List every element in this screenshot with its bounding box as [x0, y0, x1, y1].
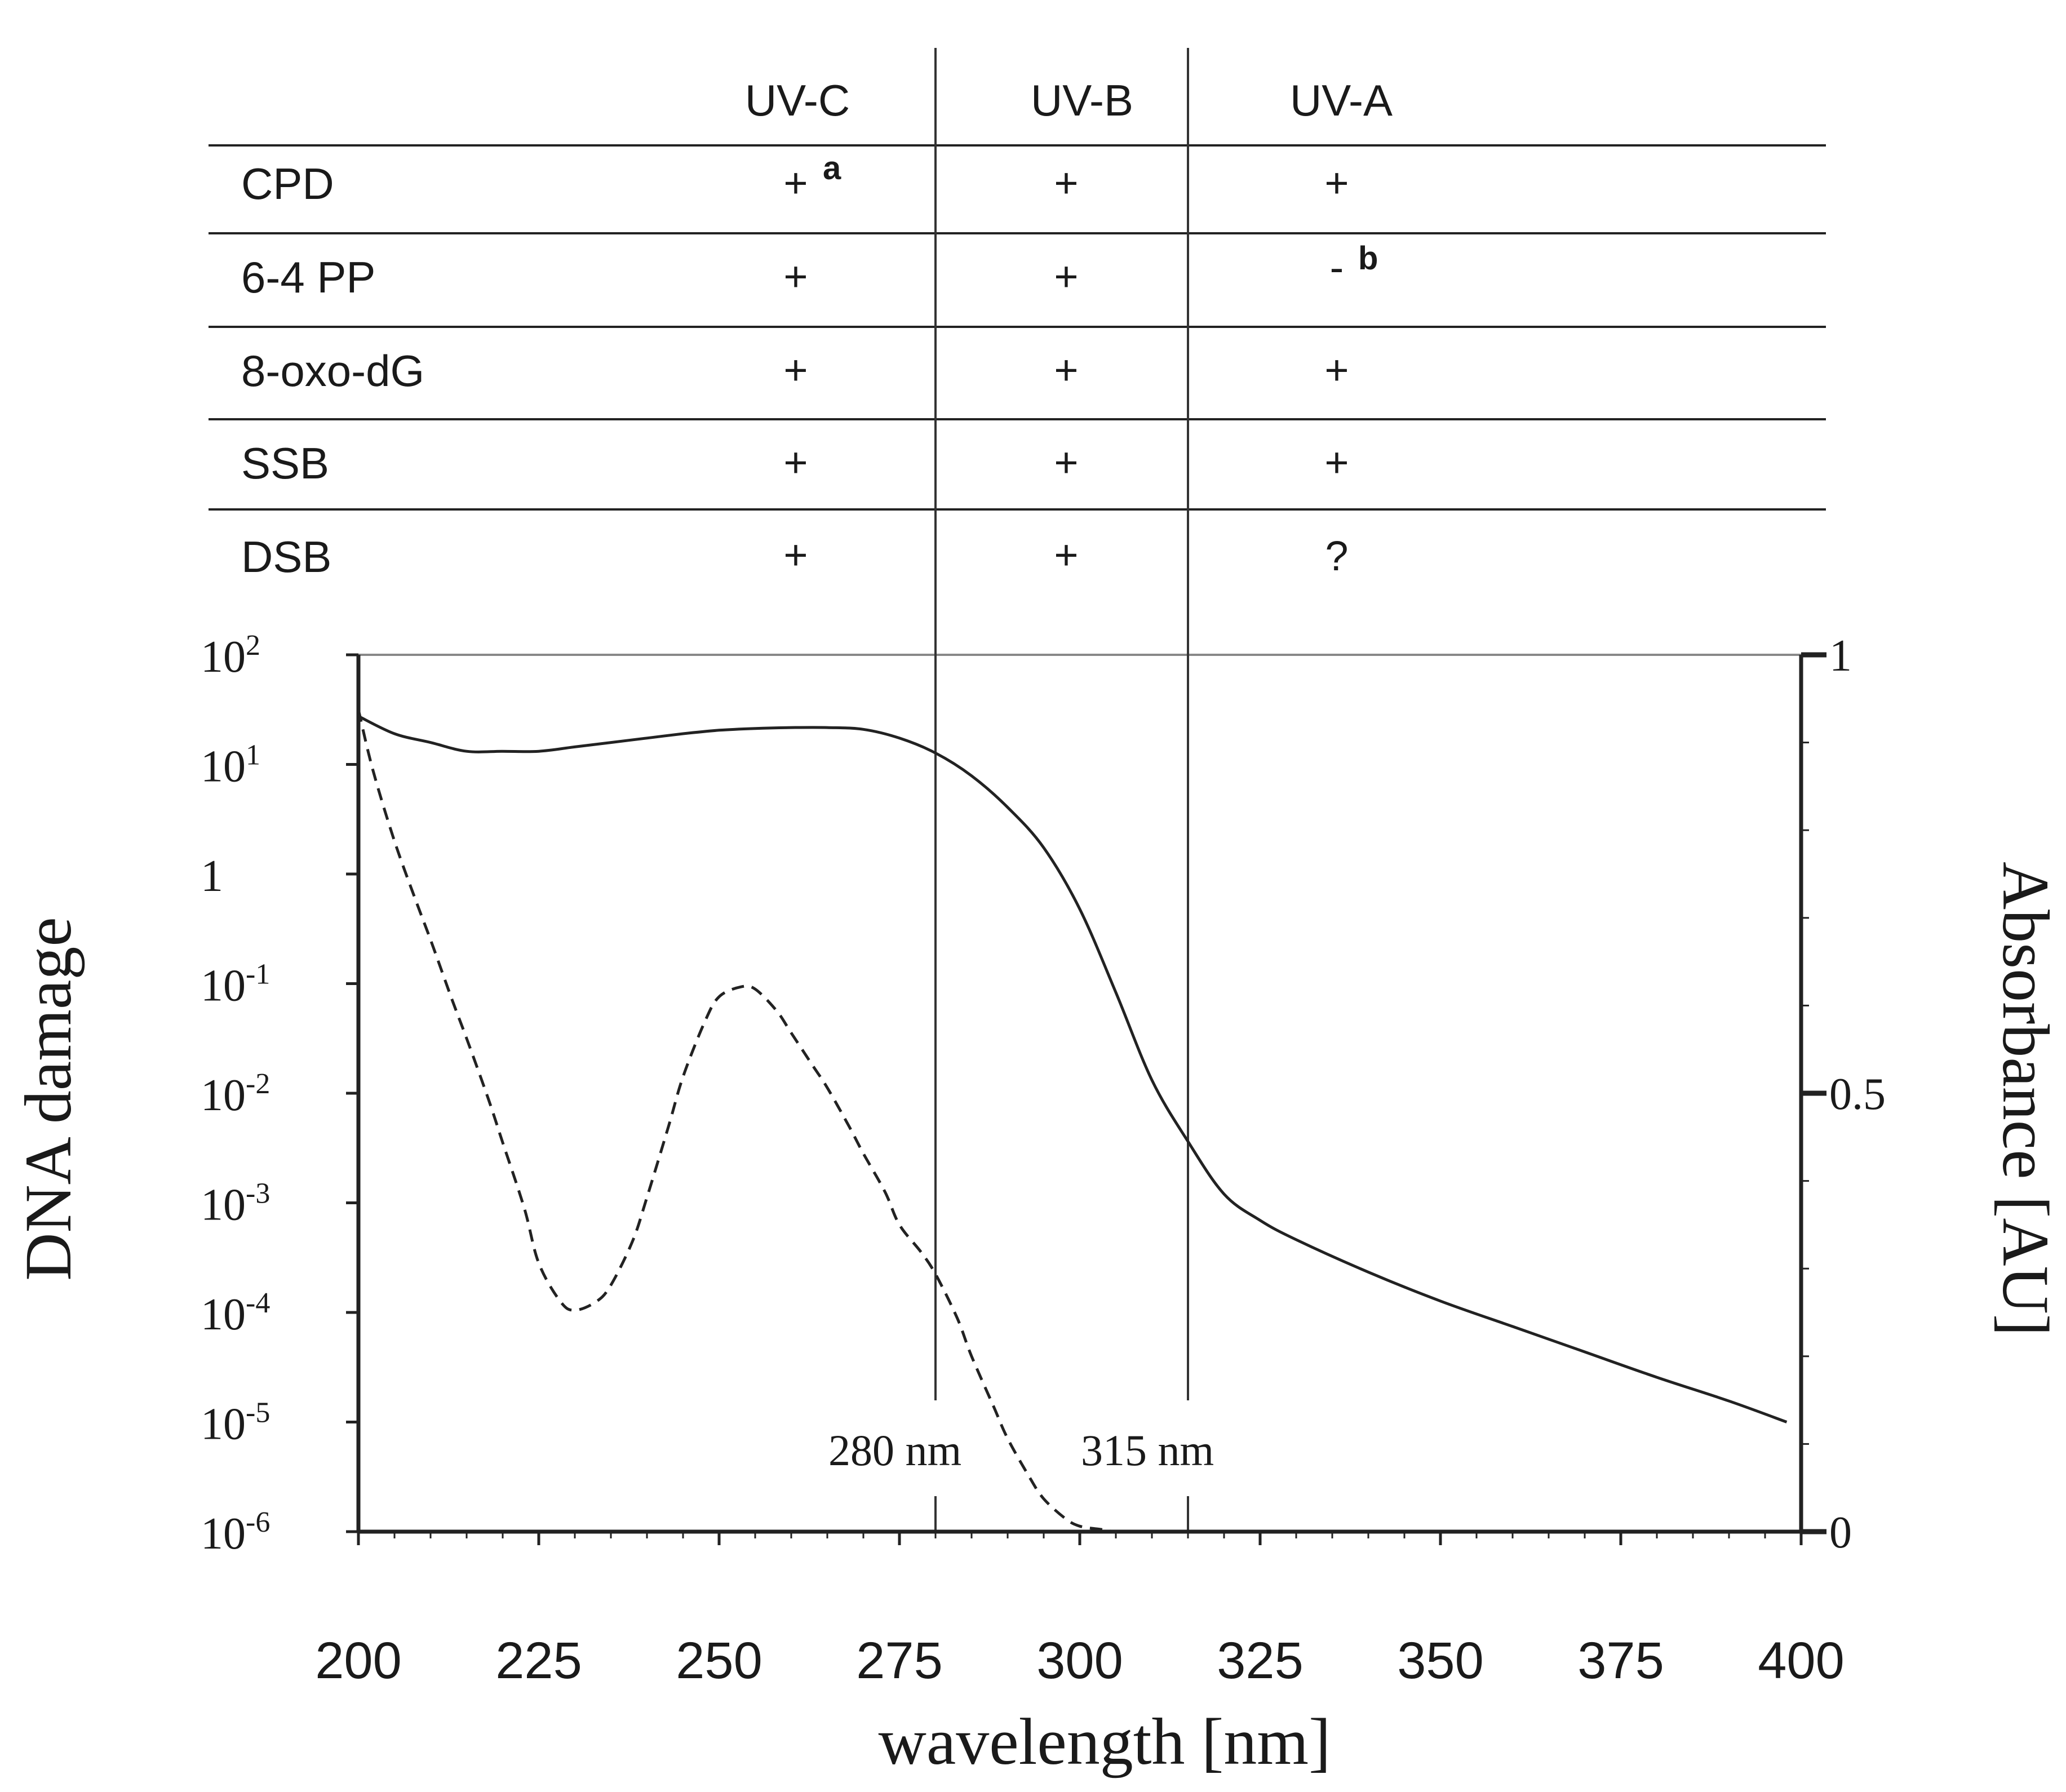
row-label-dsb: DSB	[241, 532, 331, 582]
table-cell-mark: +	[1054, 253, 1078, 300]
y-tick-label: 10-4	[201, 1287, 270, 1339]
footnote-a: a	[823, 150, 841, 187]
x-tick-label: 200	[315, 1632, 402, 1689]
column-header-uvc: UV-C	[745, 76, 850, 125]
table-cell-mark: ?	[1325, 533, 1348, 579]
y-tick-exponent: 2	[246, 629, 260, 662]
table-cell-mark: +	[783, 159, 808, 206]
table-cell-mark: +	[1324, 347, 1349, 393]
y2-tick-label: 1	[1829, 631, 1852, 681]
chart: 280 nm 315 nm 200 225 250 275 300 325 350 375 400…	[11, 48, 2063, 1778]
table-cell-mark: +	[783, 347, 808, 393]
x-tick-label: 275	[856, 1632, 943, 1689]
x-tick-label: 250	[676, 1632, 762, 1689]
table-cell-mark: +	[1054, 531, 1078, 578]
table-cell-mark: -	[1330, 244, 1344, 291]
wavelength-markers: 280 nm 315 nm	[828, 48, 1214, 1532]
x-tick-label: 350	[1397, 1632, 1484, 1689]
y2-axis-title: Absorbance [AU]	[1989, 862, 2063, 1336]
y-tick-exponent: -6	[246, 1506, 270, 1538]
tick-labels: 200 225 250 275 300 325 350 375 400102101110-110…	[201, 629, 1886, 1689]
axes	[346, 652, 1826, 1545]
table-cell-mark: +	[783, 531, 808, 578]
y-tick-label: 10-3	[201, 1178, 270, 1230]
y-tick-exponent: -3	[246, 1178, 270, 1210]
x-tick-label: 400	[1758, 1632, 1845, 1689]
x-tick-label: 325	[1217, 1632, 1304, 1689]
y-axis-title: DNA damage	[11, 917, 85, 1281]
y2-tick-label: 0	[1829, 1508, 1852, 1558]
series-layer	[357, 709, 1788, 1533]
x-axis-title: wavelength [nm]	[879, 1705, 1331, 1778]
table-cell-mark: +	[1054, 159, 1078, 206]
y-tick-label: 10-2	[201, 1068, 270, 1120]
table-cell-mark: +	[783, 439, 808, 486]
absorbance-series-line	[357, 715, 1788, 1423]
table-rules	[209, 144, 1826, 511]
x-tick-label: 225	[495, 1632, 582, 1689]
row-label-8-oxo-dg: 8-oxo-dG	[241, 346, 424, 396]
y-tick-label: 1	[201, 851, 223, 901]
damage-table: UV-C UV-B UV-A CPD 6-4 PP 8-oxo-dG SSB D…	[209, 76, 1826, 582]
x-tick-label: 375	[1577, 1632, 1664, 1689]
column-header-uva: UV-A	[1290, 76, 1393, 125]
marker-label: 280 nm	[828, 1426, 961, 1475]
footnote-b: b	[1358, 240, 1378, 277]
y-tick-exponent: -2	[246, 1068, 270, 1100]
table-cell-mark: +	[1324, 159, 1349, 206]
y2-tick-label: 0.5	[1829, 1070, 1886, 1119]
x-tick-label: 300	[1036, 1632, 1123, 1689]
dna-damage-series-line	[357, 709, 1138, 1533]
y-tick-exponent: 1	[246, 739, 260, 771]
row-label-cpd: CPD	[241, 159, 334, 209]
row-label-ssb: SSB	[241, 438, 329, 488]
table-cell-mark: +	[1054, 347, 1078, 393]
y-tick-exponent: -1	[246, 959, 270, 991]
row-label-6-4pp: 6-4 PP	[241, 252, 375, 302]
marker-label: 315 nm	[1081, 1426, 1214, 1475]
table-cell-mark: +	[783, 253, 808, 300]
column-header-uvb: UV-B	[1031, 76, 1133, 125]
table-cell-mark: +	[1324, 439, 1349, 486]
table-cell-mark: +	[1054, 439, 1078, 486]
y-tick-exponent: -4	[246, 1287, 270, 1319]
y-tick-exponent: -5	[246, 1397, 270, 1429]
